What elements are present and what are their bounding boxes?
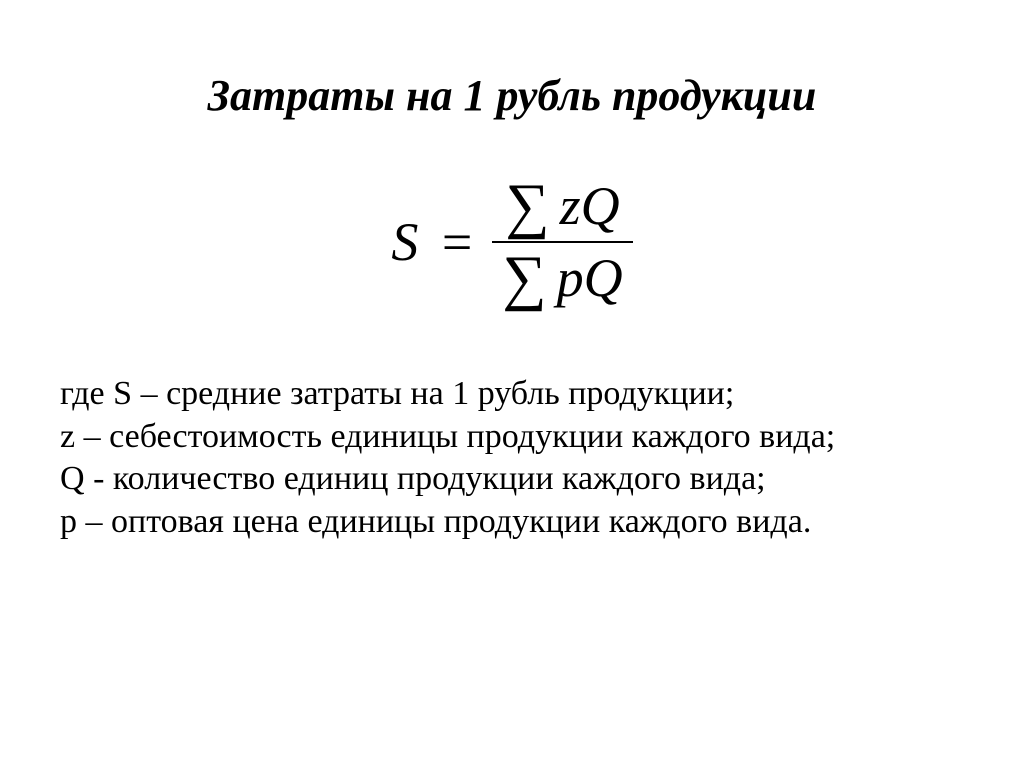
definition-line-q: Q - количество единиц продукции каждого … bbox=[60, 458, 964, 501]
formula: S = ∑ zQ ∑ pQ bbox=[391, 171, 632, 313]
formula-numerator: ∑ zQ bbox=[495, 171, 629, 241]
definition-line-p: p – оптовая цена единицы продукции каждо… bbox=[60, 501, 964, 544]
symbol-p: p bbox=[60, 503, 77, 540]
sigma-icon: ∑ bbox=[502, 247, 546, 309]
symbol-z: z bbox=[60, 418, 75, 455]
slide-title: Затраты на 1 рубль продукции bbox=[60, 70, 964, 121]
formula-block: S = ∑ zQ ∑ pQ bbox=[60, 171, 964, 313]
formula-denominator: ∑ pQ bbox=[492, 243, 632, 313]
symbol-s: S bbox=[113, 375, 132, 412]
formula-lhs: S = bbox=[391, 211, 472, 273]
formula-equals: = bbox=[442, 212, 472, 272]
definition-line-z: z – себестоимость единицы продукции кажд… bbox=[60, 416, 964, 459]
definitions: где S – средние затраты на 1 рубль проду… bbox=[60, 373, 964, 543]
sigma-icon: ∑ bbox=[505, 175, 549, 237]
definition-line-s: где S – средние затраты на 1 рубль проду… bbox=[60, 373, 964, 416]
symbol-q: Q bbox=[60, 460, 85, 497]
formula-symbol-s: S bbox=[391, 212, 418, 272]
formula-num-term: zQ bbox=[560, 175, 620, 237]
slide: Затраты на 1 рубль продукции S = ∑ zQ ∑ … bbox=[0, 0, 1024, 767]
formula-fraction: ∑ zQ ∑ pQ bbox=[492, 171, 632, 313]
formula-den-term: pQ bbox=[557, 247, 623, 309]
